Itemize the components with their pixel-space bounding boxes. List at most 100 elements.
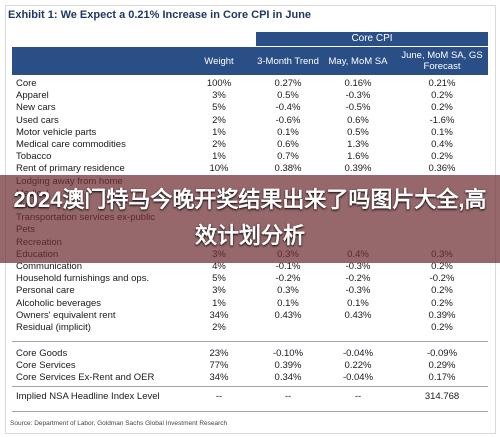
table-row: Alcoholic beverages 1% 0.1% 0.1% 0.2% — [12, 298, 488, 309]
row-label: Core Services Ex-Rent and OER — [16, 372, 155, 384]
weight-cell: 100% — [206, 78, 232, 89]
exhibit-title-text: We Expect a 0.21% Increase in Core CPI i… — [60, 9, 312, 21]
trend-cell: -0.10% — [272, 348, 304, 359]
row-label: Medical care commodities — [16, 139, 126, 150]
june-cell: 0.17% — [428, 372, 456, 384]
row-label: New cars — [16, 102, 56, 114]
may-cell: -- — [354, 391, 362, 402]
weight-cell: 1% — [212, 297, 226, 309]
watermark-band — [0, 175, 500, 263]
june-cell: 0.2% — [431, 322, 453, 333]
june-cell: 0.2% — [431, 102, 453, 114]
weight-cell: 2% — [212, 139, 226, 150]
table-row: Core 100% 0.27% 0.16% 0.21% — [12, 78, 488, 89]
table-row: New cars 5% -0.4% -0.5% 0.2% — [12, 102, 488, 113]
trend-cell: 0.1% — [277, 297, 299, 309]
june-cell: 0.1% — [431, 126, 453, 138]
may-cell: -0.04% — [342, 372, 374, 384]
june-cell: -0.2% — [429, 273, 455, 285]
weight-cell: 2% — [212, 322, 226, 333]
trend-cell: 0.3% — [277, 285, 299, 297]
june-cell: 0.36% — [428, 163, 456, 175]
june-cell: 0.21% — [428, 78, 456, 89]
overlay-headline: 2024澳门特马今晚开奖结果出来了吗图片大全,高效计划分析 — [13, 187, 487, 248]
may-cell: -0.2% — [345, 273, 371, 285]
may-header: May, MoM SA — [320, 47, 396, 75]
row-label: Communication — [16, 261, 82, 272]
may-cell: 0.22% — [344, 360, 372, 372]
june-cell: 0.2% — [431, 151, 453, 163]
may-cell: 0.43% — [344, 309, 372, 321]
trend-cell: 0.27% — [274, 78, 302, 89]
table-row: Medical care commodities 2% 0.6% 1.3% 0.4% — [12, 139, 488, 150]
exhibit-number: Exhibit 1: — [8, 9, 58, 21]
divider — [12, 341, 488, 342]
may-cell: -0.04% — [342, 348, 374, 359]
june-cell: 0.4% — [431, 139, 453, 150]
table-row: Apparel 3% 0.5% -0.3% 0.2% — [12, 90, 488, 101]
header-blank-cell — [12, 47, 182, 75]
summary-row: Core Services Ex-Rent and OER 34% 0.34% -0.… — [12, 372, 488, 383]
row-label: Alcoholic beverages — [16, 297, 102, 309]
weight-cell: 5% — [212, 273, 226, 285]
may-cell: -0.3% — [345, 285, 371, 297]
trend-cell: 0.1% — [277, 126, 299, 138]
weight-cell: 77% — [209, 360, 229, 372]
june-cell: 0.2% — [431, 285, 453, 297]
weight-header: Weight — [182, 47, 256, 75]
june-cell: 0.29% — [428, 360, 456, 372]
divider — [12, 386, 488, 387]
may-cell: -0.5% — [345, 102, 371, 114]
trend-cell: -0.1% — [275, 261, 301, 272]
row-label: Residual (implicit) — [16, 322, 91, 333]
summary-row: Core Goods 23% -0.10% -0.04% -0.09% — [12, 348, 488, 359]
row-label: Motor vehicle parts — [16, 126, 97, 138]
divider — [12, 411, 488, 412]
row-label: Personal care — [16, 285, 75, 297]
trend-cell: 0.39% — [274, 360, 302, 372]
trend-cell: 0.43% — [274, 309, 302, 321]
table-row: Owners' equivalent rent 34% 0.43% 0.43% 0.39… — [12, 310, 488, 321]
summary-row: Core Services 77% 0.39% 0.22% 0.29% — [12, 360, 488, 371]
row-label: Used cars — [16, 114, 59, 126]
core-cpi-group-header: Core CPI — [256, 32, 488, 46]
trend-cell: -0.4% — [275, 102, 301, 114]
row-label: Core Goods — [16, 348, 68, 359]
table-row: Residual (implicit) 2% 0.2% — [12, 322, 488, 333]
table-row: Tobacco 1% 0.7% 1.6% 0.2% — [12, 151, 488, 162]
table-row: Used cars 2% -0.6% 0.6% -1.6% — [12, 115, 488, 126]
table-row: Personal care 3% 0.3% -0.3% 0.2% — [12, 285, 488, 296]
june-cell: 0.39% — [428, 309, 456, 321]
trend-cell: 0.38% — [274, 163, 302, 175]
row-label: Owners' equivalent rent — [16, 309, 116, 321]
may-cell: 1.3% — [347, 139, 369, 150]
weight-cell: 2% — [212, 114, 226, 126]
row-label: Rent of primary residence — [16, 163, 125, 175]
implied-index-row: Implied NSA Headline Index Level -- -- -- 31… — [12, 391, 488, 402]
trend-header: 3-Month Trend — [256, 47, 320, 75]
table-row: Household furnishings and ops. 5% -0.2% -0.… — [12, 273, 488, 284]
weight-cell: -- — [215, 391, 223, 402]
weight-cell: 3% — [212, 90, 226, 102]
weight-cell: 23% — [209, 348, 229, 359]
june-cell: -0.09% — [426, 348, 458, 359]
may-cell: 1.6% — [347, 151, 369, 163]
exhibit-title: Exhibit 1: We Expect a 0.21% Increase in… — [8, 9, 311, 21]
trend-cell: -0.6% — [275, 114, 301, 126]
trend-cell: 0.6% — [277, 139, 299, 150]
trend-cell: -- — [284, 391, 292, 402]
row-label: Core — [16, 78, 37, 89]
weight-cell: 1% — [212, 151, 226, 163]
row-label: Household furnishings and ops. — [16, 273, 150, 285]
trend-cell: -0.2% — [275, 273, 301, 285]
source-note: Source: Department of Labor, Goldman Sac… — [10, 420, 228, 427]
weight-cell: 5% — [212, 102, 226, 114]
may-cell: 0.16% — [344, 78, 372, 89]
june-cell: 0.2% — [431, 297, 453, 309]
may-cell: 0.39% — [344, 163, 372, 175]
weight-cell: 10% — [209, 163, 229, 175]
weight-cell: 34% — [209, 372, 229, 384]
row-label: Core Services — [16, 360, 76, 372]
may-cell: -0.3% — [345, 90, 371, 102]
row-label: Implied NSA Headline Index Level — [16, 391, 160, 402]
